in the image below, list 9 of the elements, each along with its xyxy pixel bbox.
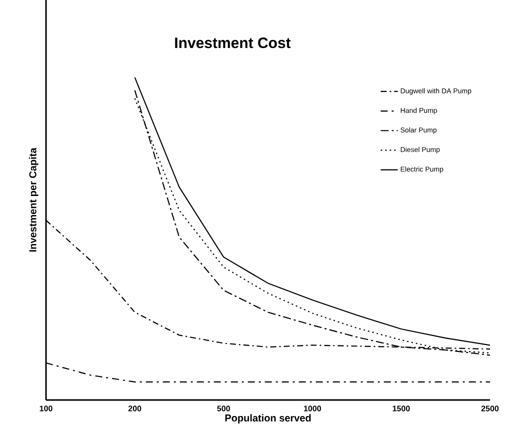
- x-tick-label: 500: [217, 406, 230, 412]
- y-axis-title: Investment per Capita: [29, 148, 38, 252]
- x-tick-label: 1500: [392, 406, 410, 412]
- x-tick-label: 100: [40, 406, 52, 412]
- x-tick-label: 200: [128, 406, 142, 412]
- x-axis-title: Population served: [225, 414, 311, 424]
- x-tick-label: 1000: [304, 406, 321, 412]
- chart-title: Investment Cost: [175, 38, 291, 48]
- x-tick-label: 2500: [481, 406, 499, 412]
